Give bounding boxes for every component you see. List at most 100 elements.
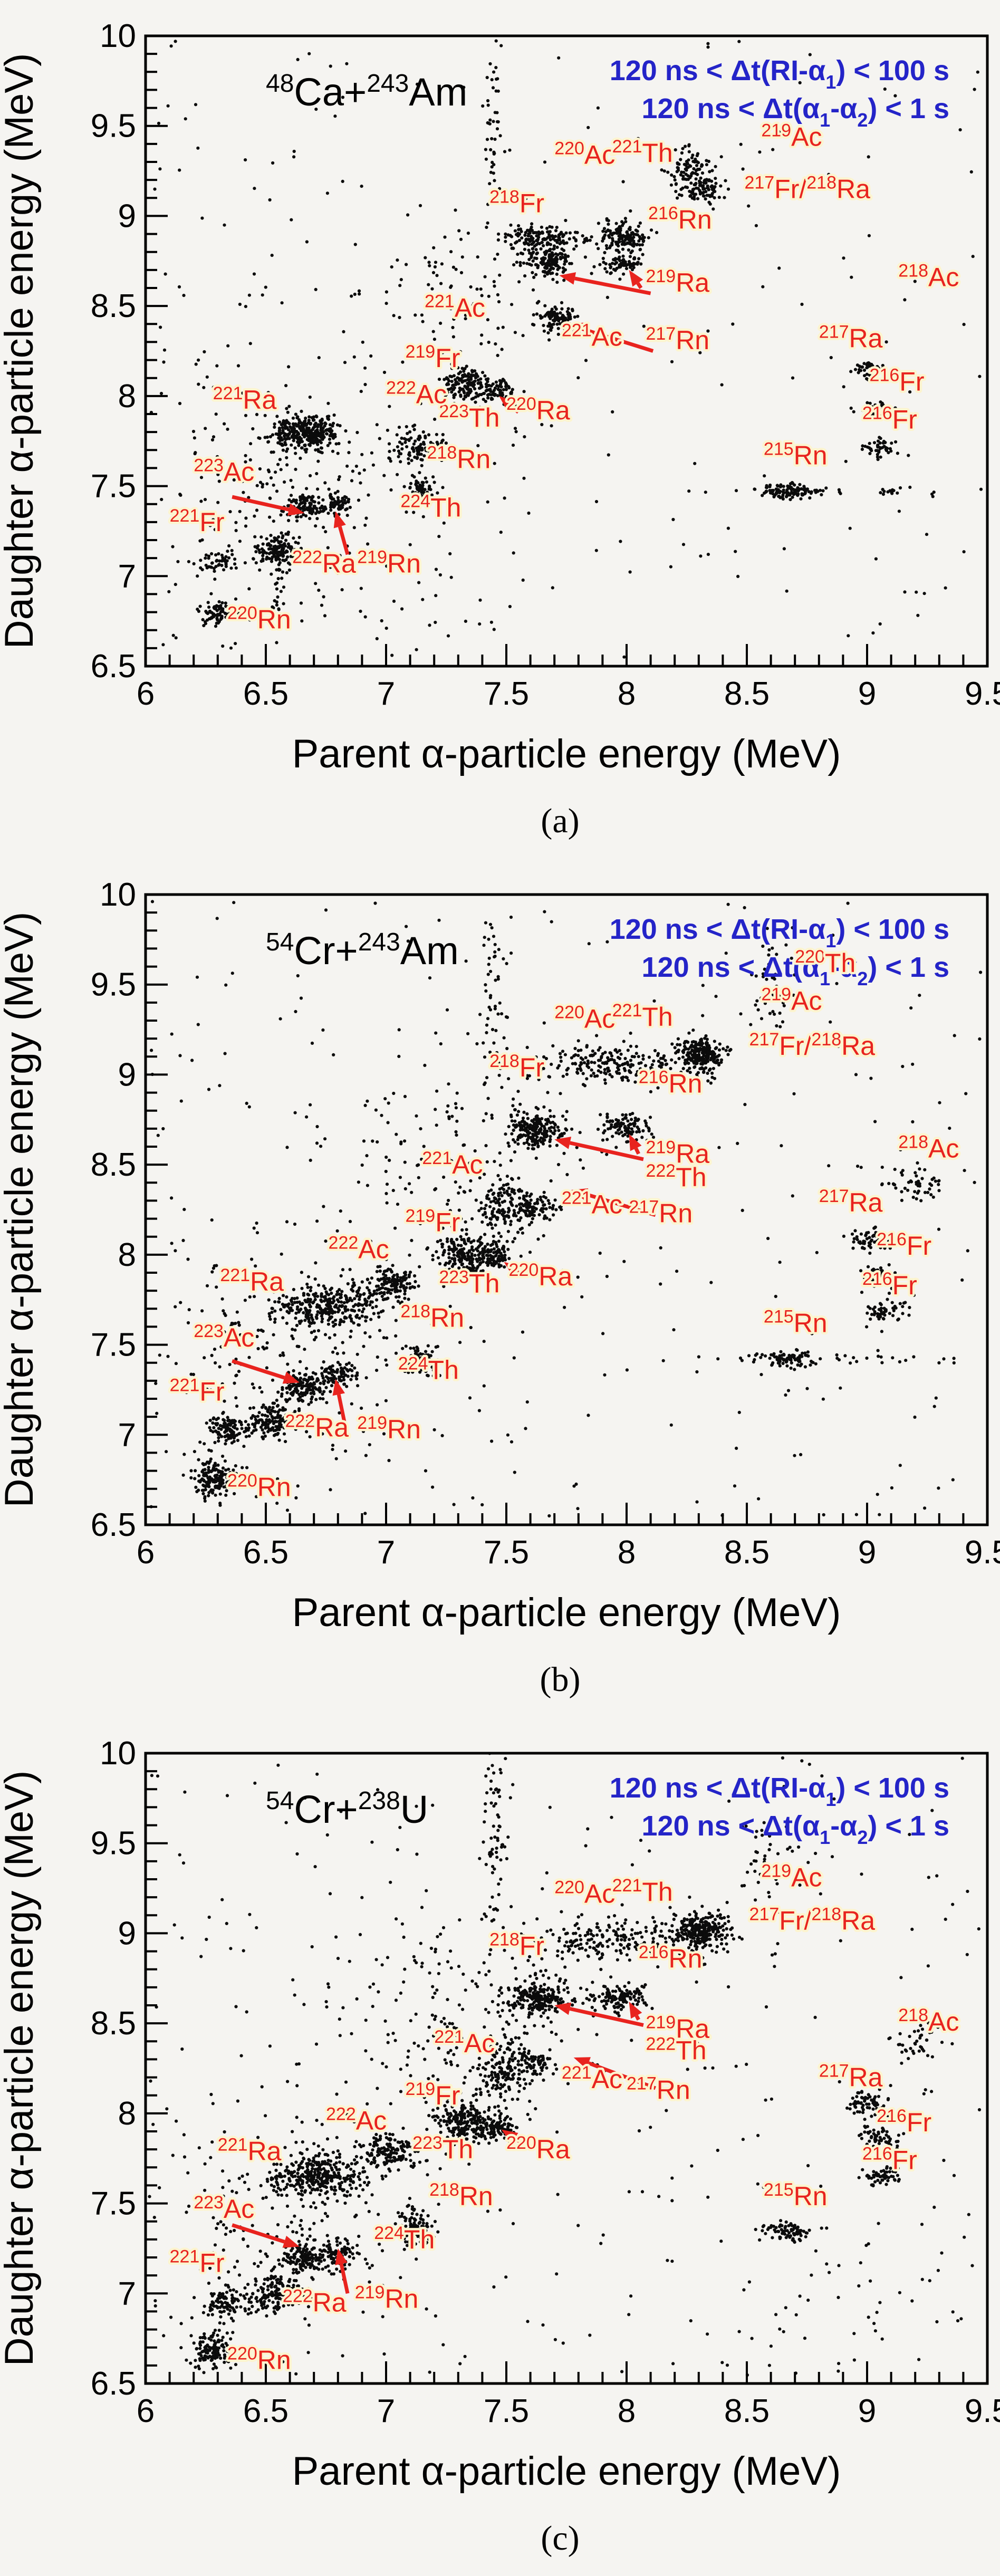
isotope-label: 221Ra [220,1265,284,1296]
isotope-label: 219Rn [355,2283,419,2314]
x-tick-label: 7 [377,1534,395,1571]
decay-arrow-head [282,1371,300,1384]
decay-arrow [336,1394,347,1426]
decay-arrow [636,282,643,289]
x-tick-labels: 6 6.5 7 7.5 8 8.5 9 9.5 [137,676,1000,712]
condition-line-1: 120 ns < Δt(RI-α1) < 100 s [610,914,949,951]
condition-line-2: 120 ns < Δt(α1-α2) < 1 s [642,951,949,989]
x-tick-label: 9 [858,676,876,712]
isotope-label: 215Rn [764,2180,828,2211]
reaction-title: 48Ca+243Am [266,70,467,114]
isotope-label: 222Ac [329,1233,389,1264]
x-tick-label: 7.5 [484,676,529,712]
y-tick-label: 7.5 [91,2186,136,2222]
x-tick-label: 9 [858,1534,876,1571]
condition-line-2: 120 ns < Δt(α1-α2) < 1 s [642,1810,949,1848]
isotope-label: 223Ac [194,2193,254,2224]
y-tick-label: 10 [100,18,136,54]
isotope-label: 221Th [612,1001,673,1032]
x-tick-labels: 6 6.5 7 7.5 8 8.5 9 9.5 [137,1534,1000,1571]
x-tick-label: 6.5 [243,1534,289,1571]
isotope-label: 219Rn [357,547,421,578]
isotope-label: 217Rn [627,2074,690,2105]
isotope-label: 216Fr [877,2106,931,2137]
decay-arrow-head [571,1188,589,1201]
scatter-plot-panel-a: 66.577.588.599.56.577.588.599.510Parent … [0,18,1000,840]
condition-line-1: 120 ns < Δt(RI-α1) < 100 s [610,55,949,93]
isotope-label: 218Rn [429,2180,493,2211]
x-tick-label: 6 [137,2393,155,2429]
isotope-label: 217Ra [819,322,883,353]
isotope-label: 221Ra [218,2135,282,2166]
isotope-label: 221Fr [170,506,225,537]
isotope-label: 219Fr [405,2079,460,2110]
plot-frame [144,893,989,1526]
panel-caption: (a) [541,802,579,840]
x-tick-label: 6 [137,1534,155,1571]
isotope-label: 219Ra [646,2012,709,2043]
panel-a: 66.577.588.599.56.577.588.599.510Parent … [0,0,1000,859]
y-tick-label: 7.5 [91,468,136,505]
decay-arrow [569,2007,644,2027]
x-tick-label: 7.5 [484,1534,529,1571]
y-tick-label: 8.5 [91,2005,136,2042]
isotope-label: 221Ra [213,383,277,415]
isotope-label: 223Th [439,401,499,432]
isotope-label: 224Th [400,492,461,523]
y-tick-labels: 6.5 7 7.5 8 8.5 9 9.5 10 [91,877,136,1543]
isotope-label: 221Ac [425,292,485,323]
isotope-label: 219Ra [646,1138,709,1169]
scatter-plot-panel-b: 66.577.588.599.56.577.588.599.510Parent … [0,877,1000,1699]
isotope-label: 218Ac [898,1132,959,1163]
decay-arrow [339,2263,350,2294]
y-tick-label: 8 [118,2096,136,2132]
isotope-label: 217Fr/218Ra [744,172,870,204]
isotope-label: 219Fr [405,342,460,373]
isotope-label: 224Th [398,1353,459,1385]
y-tick-label: 7 [118,1417,136,1453]
isotope-label: 220Th [795,947,855,978]
isotope-label: 218Fr [489,1051,544,1082]
isotope-label: 217Fr/218Ra [749,1905,876,1936]
y-tick-label: 8 [118,378,136,415]
isotope-label: 221Fr [170,2246,225,2277]
isotope-label: 222Ra [285,1411,349,1443]
y-tick-label: 8.5 [91,288,136,324]
y-tick-label: 8 [118,1237,136,1273]
y-tick-label: 7 [118,2275,136,2312]
isotope-label: 223Th [412,2133,473,2164]
isotope-label: 222Ac [326,2104,387,2136]
x-tick-label: 9 [858,2393,876,2429]
y-tick-label: 10 [100,1735,136,1772]
plot-frame [144,1752,989,2385]
x-tick-label: 8 [618,1534,636,1571]
x-tick-label: 6.5 [243,2393,289,2429]
decay-arrow [585,1193,656,1217]
x-tick-label: 9.5 [965,2393,1000,2429]
decay-arrow-head [282,2235,300,2248]
isotope-label: 217Fr/218Ra [749,1030,876,1061]
y-tick-label: 9.5 [91,967,136,1003]
reaction-title: 54Cr+243Am [266,928,459,973]
isotope-label: 221Ac [422,1148,483,1179]
decay-arrow [581,326,654,353]
decay-arrows [232,270,654,555]
decay-arrow-head [559,272,576,285]
decay-arrow-head [332,1379,345,1396]
isotope-label: 220Rn [227,603,291,634]
decay-arrow-head [335,2248,348,2265]
isotope-label: 218Ac [898,261,959,292]
scatter-points [149,900,983,1518]
isotope-label: 216Fr [870,366,925,397]
isotope-label: 217Rn [646,324,709,355]
isotope-label: 222Ra [283,2286,347,2317]
x-tick-label: 8.5 [724,676,770,712]
isotope-label: 221Th [612,1876,673,1907]
decay-arrow [515,1270,525,1278]
decay-arrow-head [287,503,304,516]
y-tick-label: 9.5 [91,108,136,145]
